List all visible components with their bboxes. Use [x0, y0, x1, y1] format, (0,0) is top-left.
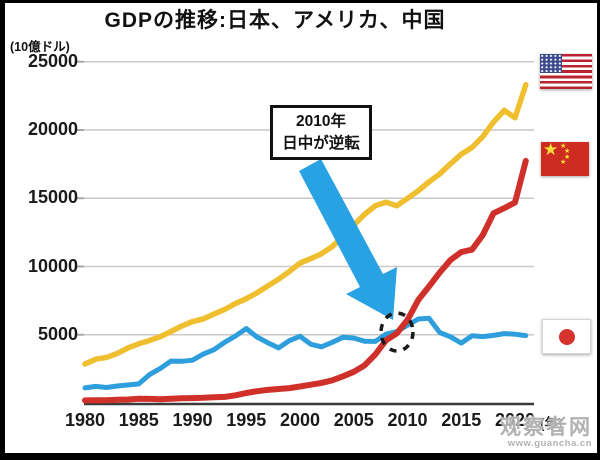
watermark-site-url: www.guancha.cn	[507, 437, 592, 449]
x-tick-label: 2020	[494, 410, 536, 430]
x-tick-label: 2010	[387, 410, 428, 430]
x-tick-label: 1985	[118, 410, 159, 430]
y-tick-label: 5000	[37, 323, 78, 344]
annotation-line2: 日中が逆転	[282, 134, 360, 152]
chart-background	[5, 3, 597, 453]
japan-flag-disc	[558, 328, 575, 345]
usa-flag-icon	[540, 54, 592, 89]
x-axis-unit-label: (年)	[540, 416, 563, 431]
x-tick-label: 2005	[333, 410, 374, 430]
y-tick-label: 20000	[27, 119, 78, 139]
japan-flag-icon	[542, 319, 591, 354]
x-tick-label: 1980	[64, 410, 106, 430]
x-tick-label: 2015	[441, 410, 482, 430]
y-tick-label: 15000	[27, 187, 78, 208]
watermark: 观察者网 www.guancha.cn	[500, 417, 592, 450]
annotation-line1: 2010年	[296, 113, 346, 130]
china-flag-small-star: ★	[564, 148, 571, 155]
x-tick-label: 1995	[226, 410, 267, 430]
chart-title: GDPの推移:日本、アメリカ、中国	[104, 9, 446, 32]
china-flag-small-star: ★	[560, 159, 567, 166]
watermark-site-name: 观察者网	[500, 415, 592, 439]
y-tick-label: 10000	[27, 255, 78, 276]
china-flag-small-star: ★	[560, 143, 567, 150]
x-tick-label: 2000	[279, 410, 321, 430]
china-flag-big-star: ★	[543, 142, 559, 159]
x-tick-label: 1990	[172, 410, 213, 430]
china-flag-small-star: ★	[564, 154, 571, 161]
annotation-callout-box: 2010年 日中が逆転	[270, 105, 372, 161]
china-flag-icon: ★ ★ ★ ★ ★	[541, 142, 589, 176]
y-tick-label: 25000	[27, 50, 78, 71]
usa-flag-canton	[540, 54, 562, 73]
y-axis-unit-label: (10億ドル)	[10, 40, 70, 54]
